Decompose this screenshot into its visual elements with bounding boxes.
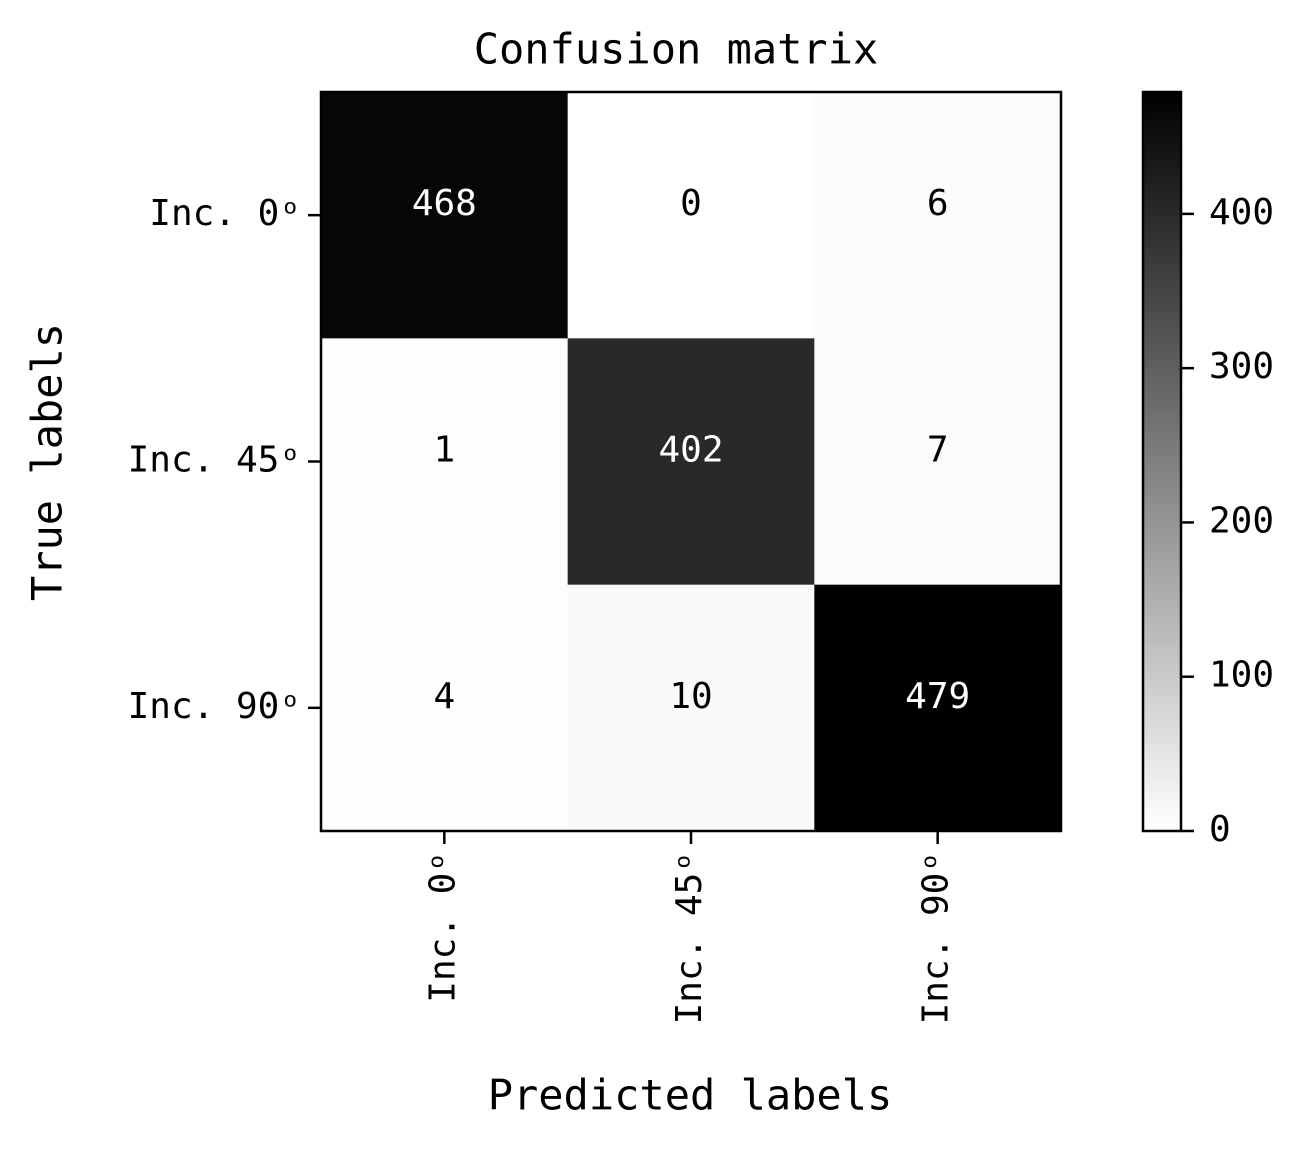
cell: [567, 584, 815, 832]
cell: [567, 92, 815, 339]
colorbar-tick-label: 0: [1209, 809, 1231, 850]
cell: [321, 584, 569, 832]
cell: [567, 338, 815, 586]
x-axis-label: Predicted labels: [488, 1071, 893, 1120]
cell: [321, 92, 569, 339]
cell: [814, 338, 1062, 586]
cell: [814, 584, 1062, 832]
x-tick-label: Inc. 45ᵒ: [669, 851, 710, 1024]
chart-title: Confusion matrix: [474, 25, 879, 74]
y-axis-label: True labels: [23, 323, 72, 601]
colorbar-tick-label: 300: [1209, 346, 1274, 387]
x-tick-label: Inc. 0ᵒ: [422, 851, 463, 1003]
cell-label: 7: [927, 430, 949, 471]
colorbar-tick-label: 400: [1209, 192, 1274, 233]
cell: [321, 338, 569, 586]
colorbar-tick-label: 200: [1209, 500, 1274, 541]
cell-label: 402: [658, 430, 723, 471]
cell-label: 0: [680, 183, 702, 224]
colorbar-tick-label: 100: [1209, 655, 1274, 696]
y-tick-label: Inc. 90ᵒ: [128, 686, 301, 727]
y-tick-label: Inc. 0ᵒ: [149, 193, 301, 234]
cell: [814, 92, 1062, 339]
cell-label: 1: [433, 430, 455, 471]
colorbar: [1141, 90, 1183, 833]
y-tick-label: Inc. 45ᵒ: [128, 440, 301, 481]
cell-label: 468: [412, 183, 477, 224]
x-tick-label: Inc. 90ᵒ: [916, 851, 957, 1024]
cell-label: 6: [927, 183, 949, 224]
cell-label: 4: [433, 676, 455, 717]
cell-label: 10: [669, 676, 712, 717]
cell-label: 479: [905, 676, 970, 717]
